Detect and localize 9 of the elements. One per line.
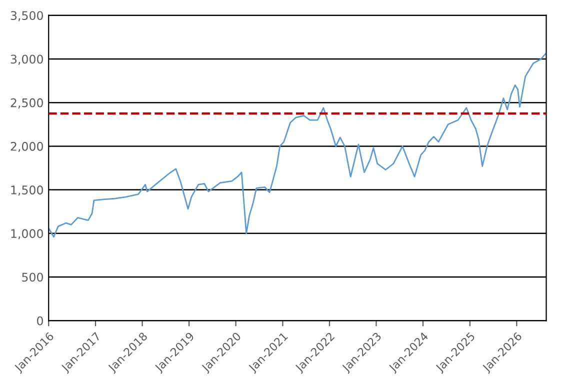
y-tick-label: 3,000 (10, 54, 43, 65)
y-tick-label: 3,500 (10, 11, 43, 22)
y-tick-label: 2,000 (10, 142, 43, 152)
y-tick-label: 1,000 (11, 229, 43, 240)
y-tick-label: 1,500 (11, 186, 43, 196)
y-tick-label: 500 (22, 272, 43, 282)
y-tick-label: 2,500 (10, 98, 43, 108)
y-tick-label: 0 (37, 316, 43, 326)
line-series (48, 53, 546, 238)
